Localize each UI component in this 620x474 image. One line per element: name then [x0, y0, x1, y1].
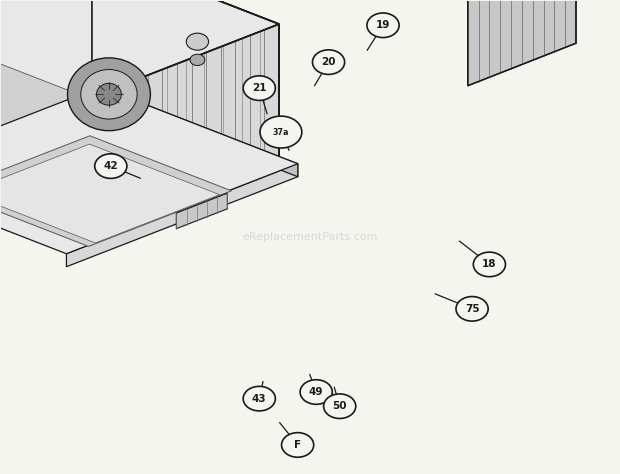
Text: 75: 75 [465, 304, 479, 314]
Ellipse shape [81, 70, 137, 119]
Circle shape [281, 433, 314, 457]
Text: 37a: 37a [273, 128, 289, 137]
Polygon shape [0, 0, 279, 103]
Circle shape [190, 54, 205, 65]
Circle shape [186, 33, 208, 50]
Polygon shape [0, 0, 92, 173]
Circle shape [243, 386, 275, 411]
Text: 21: 21 [252, 83, 267, 93]
Circle shape [324, 394, 356, 419]
Circle shape [456, 297, 488, 321]
Polygon shape [176, 193, 228, 228]
Polygon shape [0, 26, 89, 241]
Polygon shape [0, 136, 231, 246]
Ellipse shape [68, 58, 151, 131]
Circle shape [367, 13, 399, 37]
Text: 20: 20 [321, 57, 336, 67]
Polygon shape [66, 164, 298, 267]
Text: 42: 42 [104, 161, 118, 171]
Circle shape [243, 76, 275, 100]
Ellipse shape [97, 83, 122, 105]
Circle shape [260, 116, 302, 148]
Text: 18: 18 [482, 259, 497, 269]
Circle shape [300, 380, 332, 404]
Text: eReplacementParts.com: eReplacementParts.com [242, 232, 378, 242]
Text: F: F [294, 440, 301, 450]
Circle shape [312, 50, 345, 74]
Polygon shape [0, 144, 219, 243]
Circle shape [95, 154, 127, 178]
Polygon shape [75, 24, 279, 246]
Text: 19: 19 [376, 20, 390, 30]
Circle shape [473, 252, 505, 277]
Polygon shape [0, 87, 298, 254]
Polygon shape [467, 0, 576, 86]
Polygon shape [0, 94, 279, 246]
Text: 50: 50 [332, 401, 347, 411]
Polygon shape [100, 87, 298, 177]
Polygon shape [92, 0, 279, 167]
Text: 49: 49 [309, 387, 324, 397]
Text: 43: 43 [252, 393, 267, 404]
